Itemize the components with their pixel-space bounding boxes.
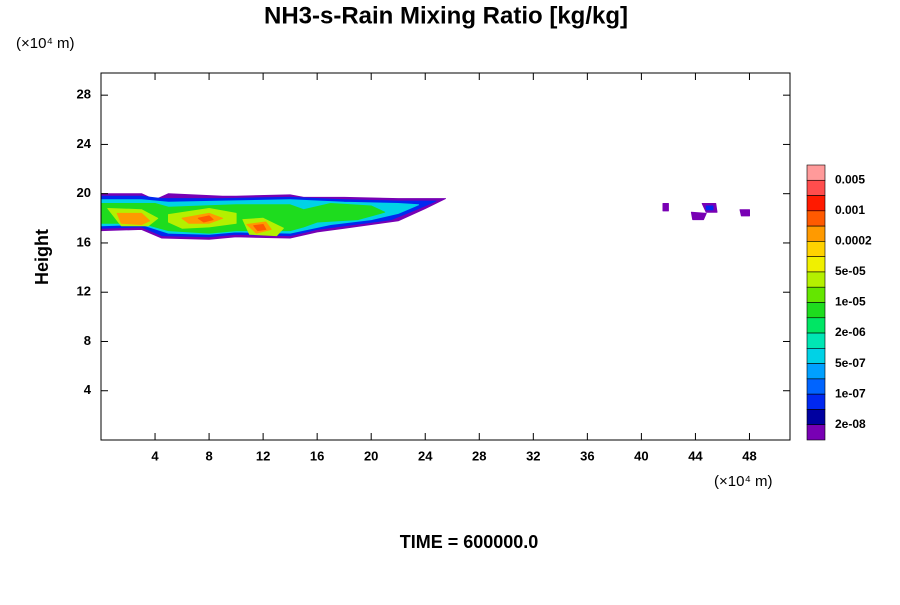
colorbar-swatch — [806, 348, 826, 364]
x-tick-label: 28 — [472, 448, 486, 463]
x-unit: (×10⁴ m) — [714, 473, 773, 490]
colorbar-swatch — [806, 409, 826, 426]
colorbar-swatch — [806, 332, 826, 349]
colorbar-swatch — [806, 164, 826, 181]
colorbar-swatch — [806, 286, 826, 303]
y-tick-label: 20 — [77, 185, 91, 200]
y-tick-label: 16 — [77, 234, 91, 249]
colorbar-label: 1e-05 — [835, 295, 866, 309]
contour-region — [116, 212, 151, 225]
colorbar-swatch — [806, 302, 826, 319]
colorbar-swatch — [806, 210, 826, 227]
y-unit: (×10⁴ m) — [16, 35, 75, 52]
x-tick-label: 40 — [634, 448, 648, 463]
y-tick-label: 8 — [84, 333, 91, 348]
colorbar-swatch — [806, 195, 826, 212]
colorbar-swatch — [806, 424, 826, 441]
colorbar-label: 0.0002 — [835, 234, 872, 248]
contour-region — [690, 211, 707, 221]
contour-region — [662, 203, 669, 212]
x-tick-label: 44 — [688, 448, 703, 463]
colorbar: 0.005 0.001 0.0002 5e-05 1e-05 2e-06 5e-07 1e-0… — [806, 164, 872, 441]
contour-region — [739, 209, 750, 217]
colorbar-label: 1e-07 — [835, 386, 866, 400]
colorbar-swatch — [806, 378, 826, 395]
y-tick-label: 12 — [77, 284, 91, 299]
colorbar-swatch — [806, 256, 826, 273]
y-tick-label: 4 — [84, 382, 92, 397]
x-tick-label: 12 — [256, 448, 270, 463]
colorbar-label: 5e-05 — [835, 264, 866, 278]
y-tick-label: 24 — [77, 136, 92, 151]
colorbar-swatch — [806, 393, 826, 410]
contour-region — [705, 205, 714, 211]
y-tick-label: 28 — [77, 87, 91, 102]
x-tick-label: 16 — [310, 448, 324, 463]
colorbar-swatch — [806, 317, 826, 334]
contour-region — [253, 224, 267, 232]
colorbar-label: 0.005 — [835, 172, 865, 186]
x-tick-label: 36 — [580, 448, 594, 463]
colorbar-label: 5e-07 — [835, 356, 866, 370]
x-tick-label: 32 — [526, 448, 540, 463]
x-tick-label: 4 — [151, 448, 159, 463]
contour-region — [100, 203, 386, 234]
contour-region — [197, 215, 214, 223]
plot-frame — [100, 72, 791, 441]
colorbar-swatch — [806, 225, 826, 242]
footer-time: TIME = 600000.0 — [400, 532, 539, 552]
x-tick-label: 8 — [205, 448, 212, 463]
colorbar-label: 2e-06 — [835, 325, 866, 339]
colorbar-label: 2e-08 — [835, 417, 866, 431]
colorbar-swatch — [806, 363, 826, 380]
x-tick-label: 48 — [742, 448, 756, 463]
chart-title: NH3-s-Rain Mixing Ratio [kg/kg] — [264, 2, 628, 29]
x-tick-label: 20 — [364, 448, 378, 463]
x-tick-label: 24 — [418, 448, 433, 463]
colorbar-swatch — [806, 271, 826, 288]
colorbar-swatch — [806, 241, 826, 257]
y-axis-label: Height — [32, 229, 52, 285]
colorbar-swatch — [806, 179, 826, 196]
colorbar-label: 0.001 — [835, 203, 865, 217]
